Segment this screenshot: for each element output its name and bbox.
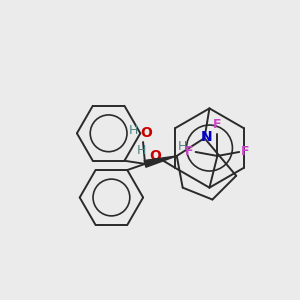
- Text: O: O: [140, 126, 152, 140]
- Text: F: F: [213, 118, 222, 131]
- Text: H: H: [178, 140, 188, 152]
- Text: F: F: [185, 146, 194, 158]
- Text: H: H: [137, 145, 146, 158]
- Text: O: O: [149, 149, 161, 163]
- Text: F: F: [241, 146, 250, 158]
- Text: H: H: [128, 124, 138, 137]
- Polygon shape: [144, 156, 177, 167]
- Text: N: N: [201, 130, 212, 144]
